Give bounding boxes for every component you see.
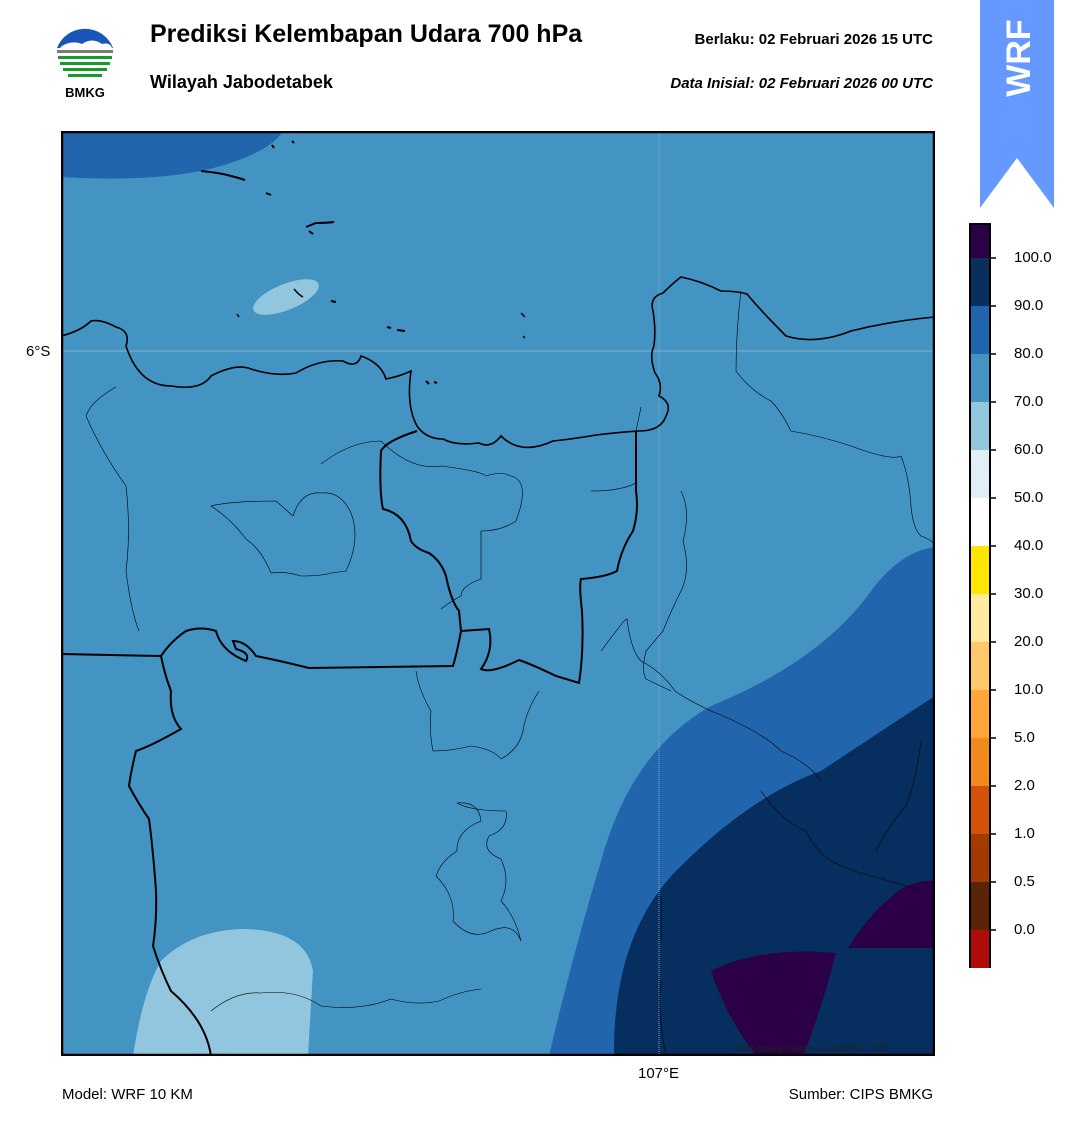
bmkg-logo-icon [55, 24, 115, 84]
colorbar-frame [969, 223, 991, 968]
colorbar-cell [970, 354, 990, 402]
colorbar-cell [970, 450, 990, 498]
chart-title: Prediksi Kelembapan Udara 700 hPa [150, 20, 583, 48]
island [200, 170, 246, 181]
colorbar-cell [970, 930, 990, 968]
init-time: Data Inisial: 02 Februari 2026 00 UTC [670, 75, 933, 92]
colorbar-label: 10.0 [1014, 681, 1044, 698]
colorbar-cell [970, 224, 990, 258]
model-text: Model: WRF 10 KM [62, 1086, 193, 1103]
colorbar-cell [970, 690, 990, 738]
province-boundary [127, 655, 212, 1056]
field-60-70-south [133, 929, 313, 1056]
island [236, 313, 240, 318]
colorbar-label: 60.0 [1014, 441, 1044, 458]
copyright-text: ©Sub Bidang Prediksi Cuaca BMKG, 2020 [735, 1044, 887, 1053]
field-80-90-north [61, 131, 283, 179]
wrf-badge-text: WRF [1000, 19, 1038, 96]
province-boundary [61, 430, 463, 670]
colorbar-label: 80.0 [1014, 345, 1044, 362]
colorbar-label: 50.0 [1014, 489, 1044, 506]
colorbar-label: 2.0 [1014, 777, 1035, 794]
colorbar-label: 30.0 [1014, 585, 1044, 602]
humidity-map [61, 131, 935, 1056]
field-90-100-southeast [613, 696, 935, 1056]
logo-text: BMKG [65, 85, 105, 100]
colorbar-cell [970, 786, 990, 834]
province-boundary [460, 431, 638, 685]
colorbar-cell [970, 546, 990, 594]
colorbar-label: 0.5 [1014, 873, 1035, 890]
island [265, 192, 272, 196]
regency-boundaries [85, 290, 935, 1056]
lon-label: 107°E [638, 1065, 680, 1082]
valid-time: Berlaku: 02 Februari 2026 15 UTC [694, 31, 933, 48]
colorbar-label: 70.0 [1014, 393, 1044, 410]
lat-label: 6°S [26, 343, 51, 360]
colorbar-label: 40.0 [1014, 537, 1044, 554]
colorbar-cell [970, 306, 990, 354]
island [293, 288, 304, 298]
coastline [61, 276, 935, 449]
island [271, 140, 295, 149]
field-60-70-island [253, 279, 319, 315]
colorbar [969, 223, 996, 968]
colorbar-cell [970, 258, 990, 306]
colorbar-label: 0.0 [1014, 921, 1035, 938]
colorbar-cell [970, 882, 990, 930]
island [386, 326, 406, 332]
colorbar-label: 1.0 [1014, 825, 1035, 842]
island [330, 300, 337, 303]
colorbar-cell [970, 834, 990, 882]
map-border [61, 131, 935, 1056]
island [305, 221, 335, 228]
island [308, 230, 314, 235]
colorbar-label: 5.0 [1014, 729, 1035, 746]
island [520, 312, 526, 339]
colorbar-cell [970, 594, 990, 642]
colorbar-cell [970, 402, 990, 450]
colorbar-label: 20.0 [1014, 633, 1044, 650]
colorbar-cell [970, 738, 990, 786]
field-100-east [848, 880, 935, 948]
source-text: Sumber: CIPS BMKG [788, 1086, 933, 1103]
island [425, 380, 438, 385]
colorbar-cell [970, 498, 990, 546]
colorbar-label: 90.0 [1014, 297, 1044, 314]
colorbar-cell [970, 642, 990, 690]
wrf-badge: WRF [980, 0, 1054, 208]
field-100-south [711, 951, 836, 1056]
colorbar-label: 100.0 [1014, 249, 1052, 266]
chart-subtitle: Wilayah Jabodetabek [150, 72, 333, 92]
